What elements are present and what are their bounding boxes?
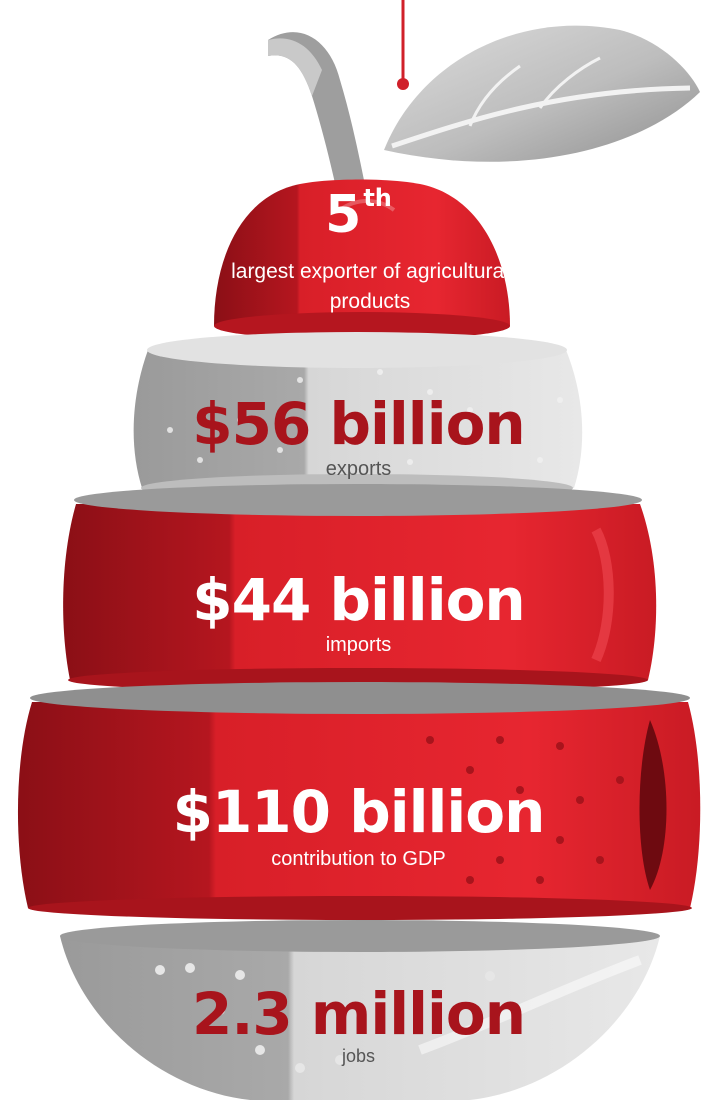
leaf-icon (384, 25, 700, 162)
stat-jobs-value: 2.3 million (191, 980, 526, 1048)
rank-heading: 5th (0, 184, 717, 245)
stat-gdp-value: $110 billion (172, 778, 546, 846)
stat-exports-label: exports (325, 458, 392, 480)
rank-suffix: th (363, 184, 392, 212)
pointer-dot (397, 78, 409, 90)
stem-icon (268, 32, 368, 207)
stat-exports-value: $56 billion (192, 390, 525, 458)
pear-section-gdp (17, 682, 701, 920)
stat-jobs-label: jobs (341, 1046, 376, 1066)
stat-gdp-label: contribution to GDP (271, 848, 446, 870)
stat-imports-value: $44 billion (192, 566, 525, 634)
rank-number: 5 (325, 185, 362, 245)
rank-description: largest exporter of agricultural product… (231, 260, 509, 313)
pear-section-jobs (60, 920, 660, 1100)
stat-imports-label: imports (325, 634, 392, 656)
